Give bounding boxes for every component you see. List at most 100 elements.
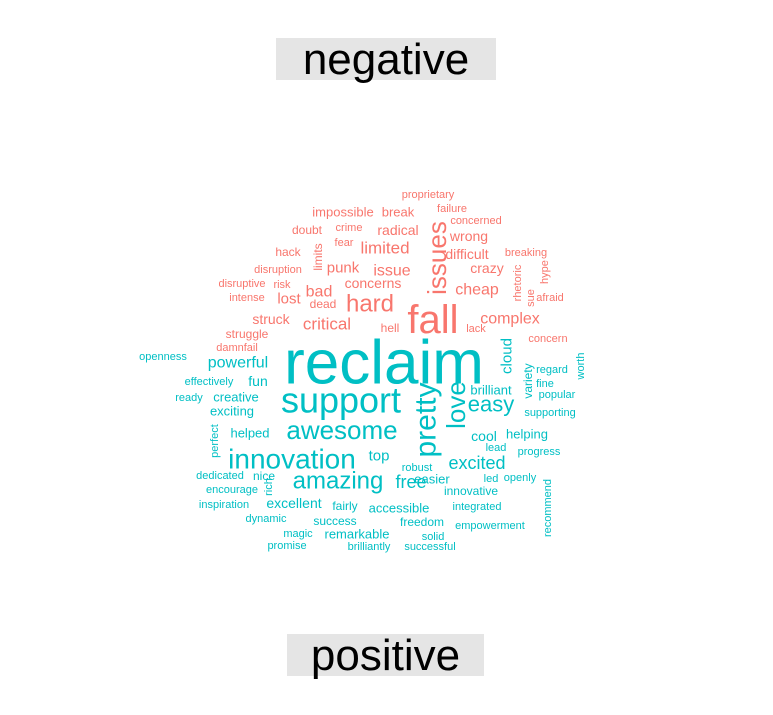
word-led: led xyxy=(484,473,499,485)
word-struggle: struggle xyxy=(226,327,269,341)
word-awesome: awesome xyxy=(286,415,397,445)
word-excellent: excellent xyxy=(266,495,321,511)
word-limited: limited xyxy=(360,239,409,258)
word-ready: ready xyxy=(175,392,203,404)
word-openness: openness xyxy=(139,351,187,363)
word-fairly: fairly xyxy=(332,499,357,513)
word-innovation: innovation xyxy=(228,444,356,475)
word-afraid: afraid xyxy=(536,292,564,304)
word-bad: bad xyxy=(306,284,333,301)
word-hell: hell xyxy=(381,321,400,335)
group-label-positive: positive xyxy=(287,634,484,678)
word-damnfail: damnfail xyxy=(216,342,258,354)
word-critical: critical xyxy=(303,315,351,334)
word-proprietary: proprietary xyxy=(402,189,455,201)
word-concern: concern xyxy=(528,333,567,345)
word-freedom: freedom xyxy=(400,515,444,529)
word-brilliant: brilliant xyxy=(470,383,512,398)
word-free: free xyxy=(395,472,426,492)
word-rhetoric: rhetoric xyxy=(512,264,524,301)
word-exciting: exciting xyxy=(210,404,254,419)
word-reclaim: reclaim xyxy=(284,329,484,398)
word-variety: variety xyxy=(521,363,535,398)
word-excited: excited xyxy=(448,453,505,473)
word-amazing: amazing xyxy=(293,468,384,495)
word-encourage: encourage xyxy=(206,484,258,496)
word-break: break xyxy=(382,205,415,220)
word-popular: popular xyxy=(539,389,576,401)
word-helping: helping xyxy=(506,427,548,442)
word-disruption: disruption xyxy=(254,264,302,276)
word-brilliantly: brilliantly xyxy=(348,541,391,553)
word-successful: successful xyxy=(404,541,455,553)
word-cool: cool xyxy=(471,428,497,444)
word-effectively: effectively xyxy=(185,376,234,388)
word-sue: sue xyxy=(525,289,537,307)
word-hard: hard xyxy=(346,291,394,318)
word-complex: complex xyxy=(480,311,540,328)
word-crime: crime xyxy=(336,222,363,234)
word-issue: issue xyxy=(373,263,410,280)
word-remarkable: remarkable xyxy=(324,527,389,542)
word-crazy: crazy xyxy=(470,260,503,276)
word-solid: solid xyxy=(422,531,445,543)
word-accessible: accessible xyxy=(369,501,430,516)
word-inspiration: inspiration xyxy=(199,499,249,511)
word-fall: fall xyxy=(407,298,458,342)
word-supporting: supporting xyxy=(524,407,575,419)
word-robust: robust xyxy=(402,462,433,474)
word-recommend: recommend xyxy=(542,479,554,537)
word-dynamic: dynamic xyxy=(246,513,287,525)
word-perfect: perfect xyxy=(209,424,221,458)
word-breaking: breaking xyxy=(505,247,547,259)
word-lead: lead xyxy=(486,442,507,454)
word-promise: promise xyxy=(267,540,306,552)
word-integrated: integrated xyxy=(453,501,502,513)
word-concerns: concerns xyxy=(345,275,402,291)
word-cheap: cheap xyxy=(455,282,499,299)
word-dead: dead xyxy=(310,297,337,311)
word-fine: fine xyxy=(536,378,554,390)
word-magic: magic xyxy=(283,528,313,540)
word-doubt: doubt xyxy=(292,223,323,237)
word-hack: hack xyxy=(275,245,301,259)
word-lost: lost xyxy=(277,291,301,308)
word-support: support xyxy=(281,380,401,421)
word-openly: openly xyxy=(504,472,537,484)
word-love: love xyxy=(441,381,471,429)
word-rich: rich xyxy=(263,478,275,496)
word-pretty: pretty xyxy=(410,382,443,457)
word-fear: fear xyxy=(335,237,354,249)
word-hype: hype xyxy=(539,260,551,284)
word-creative: creative xyxy=(213,390,259,405)
word-lack: lack xyxy=(466,323,486,335)
word-disruptive: disruptive xyxy=(218,278,265,290)
word-top: top xyxy=(369,448,390,465)
word-failure: failure xyxy=(437,203,467,215)
word-easy: easy xyxy=(468,392,514,417)
word-easier: easier xyxy=(414,472,450,487)
word-innovative: innovative xyxy=(444,484,498,498)
word-wrong: wrong xyxy=(449,228,488,244)
word-fun: fun xyxy=(248,373,267,389)
word-intense: intense xyxy=(229,292,264,304)
word-dedicated: dedicated xyxy=(196,470,244,482)
word-risk: risk xyxy=(273,279,291,291)
word-concerned: concerned xyxy=(450,215,501,227)
word-regard: regard xyxy=(536,364,568,376)
word-limits: limits xyxy=(311,243,325,270)
word-nice: nice xyxy=(253,469,275,483)
word-difficult: difficult xyxy=(445,246,488,262)
word-issues: issues xyxy=(422,221,452,295)
word-cloud: cloud xyxy=(499,338,516,374)
word-helped: helped xyxy=(230,426,269,441)
word-impossible: impossible xyxy=(312,205,373,220)
word-worth: worth xyxy=(575,353,587,381)
word-struck: struck xyxy=(252,311,290,327)
word-empowerment: empowerment xyxy=(455,520,525,532)
group-label-negative: negative xyxy=(276,38,496,82)
word-success: success xyxy=(313,514,356,528)
word-punk: punk xyxy=(327,260,360,277)
